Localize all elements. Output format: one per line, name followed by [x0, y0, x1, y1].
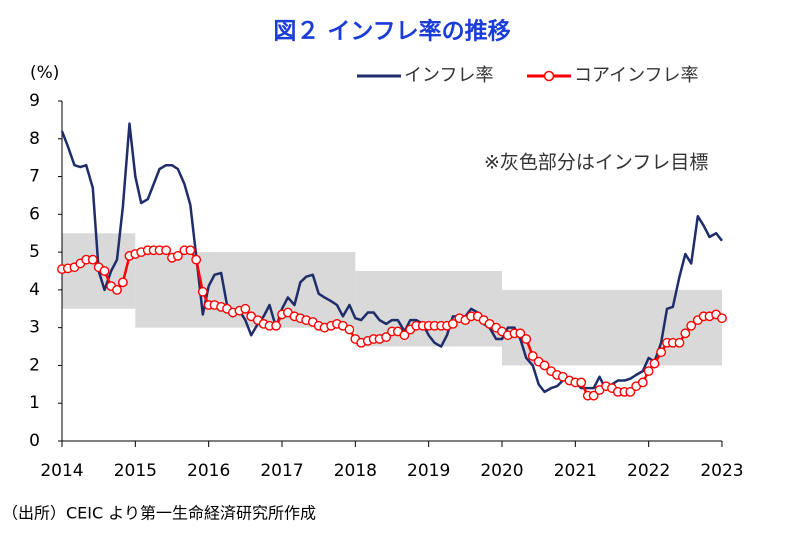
- y-tick-label: 3: [29, 318, 40, 338]
- series-marker: [197, 286, 208, 297]
- x-tick-label: 2023: [700, 461, 743, 481]
- series-marker: [674, 337, 685, 348]
- series-marker: [271, 320, 282, 331]
- series-marker: [161, 245, 172, 256]
- series-marker: [656, 347, 667, 358]
- x-tick-label: 2022: [627, 461, 670, 481]
- x-tick-label: 2018: [334, 461, 377, 481]
- series-marker: [643, 366, 654, 377]
- series-marker: [680, 328, 691, 339]
- series-marker: [344, 324, 355, 335]
- y-tick-label: 9: [29, 91, 40, 111]
- series-marker: [576, 377, 587, 388]
- target-band: [135, 252, 356, 328]
- series-marker: [117, 277, 128, 288]
- source-note: （出所）CEIC より第一生命経済研究所作成: [2, 504, 316, 523]
- y-tick-label: 8: [29, 129, 40, 149]
- y-tick-label: 5: [29, 242, 40, 262]
- series-marker: [99, 266, 110, 276]
- y-axis-label: (%): [30, 63, 59, 83]
- x-tick-label: 2020: [480, 461, 523, 481]
- series-marker: [625, 386, 636, 397]
- x-tick-label: 2021: [554, 461, 597, 481]
- legend-marker: [543, 70, 555, 82]
- y-tick-label: 4: [29, 280, 40, 300]
- x-tick-label: 2017: [260, 461, 303, 481]
- series-marker: [521, 334, 532, 344]
- series-marker: [87, 254, 98, 265]
- annotation: ※灰色部分はインフレ目標: [484, 152, 708, 174]
- y-tick-label: 6: [29, 204, 40, 224]
- series-marker: [515, 328, 526, 339]
- series-marker: [172, 250, 183, 261]
- legend-label: インフレ率: [404, 65, 493, 86]
- x-tick-label: 2014: [40, 461, 83, 481]
- y-tick-label: 1: [29, 393, 40, 413]
- legend-label: コアインフレ率: [574, 65, 699, 86]
- series-marker: [381, 332, 392, 343]
- series-marker: [717, 313, 727, 324]
- legend: インフレ率 コアインフレ率: [357, 65, 699, 86]
- target-band: [502, 289, 722, 366]
- series-marker: [637, 377, 648, 388]
- series-marker: [447, 318, 458, 329]
- series-marker: [527, 351, 538, 361]
- y-tick-label: 7: [29, 167, 40, 187]
- y-tick-label: 2: [29, 355, 40, 375]
- series-marker: [191, 254, 202, 265]
- series-marker: [240, 303, 251, 314]
- series-marker: [112, 284, 122, 295]
- chart-title: 図２ インフレ率の推移: [273, 18, 510, 45]
- x-tick-label: 2019: [407, 461, 450, 481]
- series-marker: [686, 320, 697, 331]
- x-tick-label: 2016: [187, 461, 230, 481]
- lines: [57, 122, 727, 401]
- series-marker: [539, 360, 550, 371]
- x-tick-label: 2015: [114, 461, 157, 481]
- series-marker: [649, 358, 660, 369]
- series-marker: [588, 390, 599, 401]
- y-tick-label: 0: [29, 431, 40, 451]
- series-marker: [399, 330, 410, 341]
- series-marker: [185, 245, 196, 256]
